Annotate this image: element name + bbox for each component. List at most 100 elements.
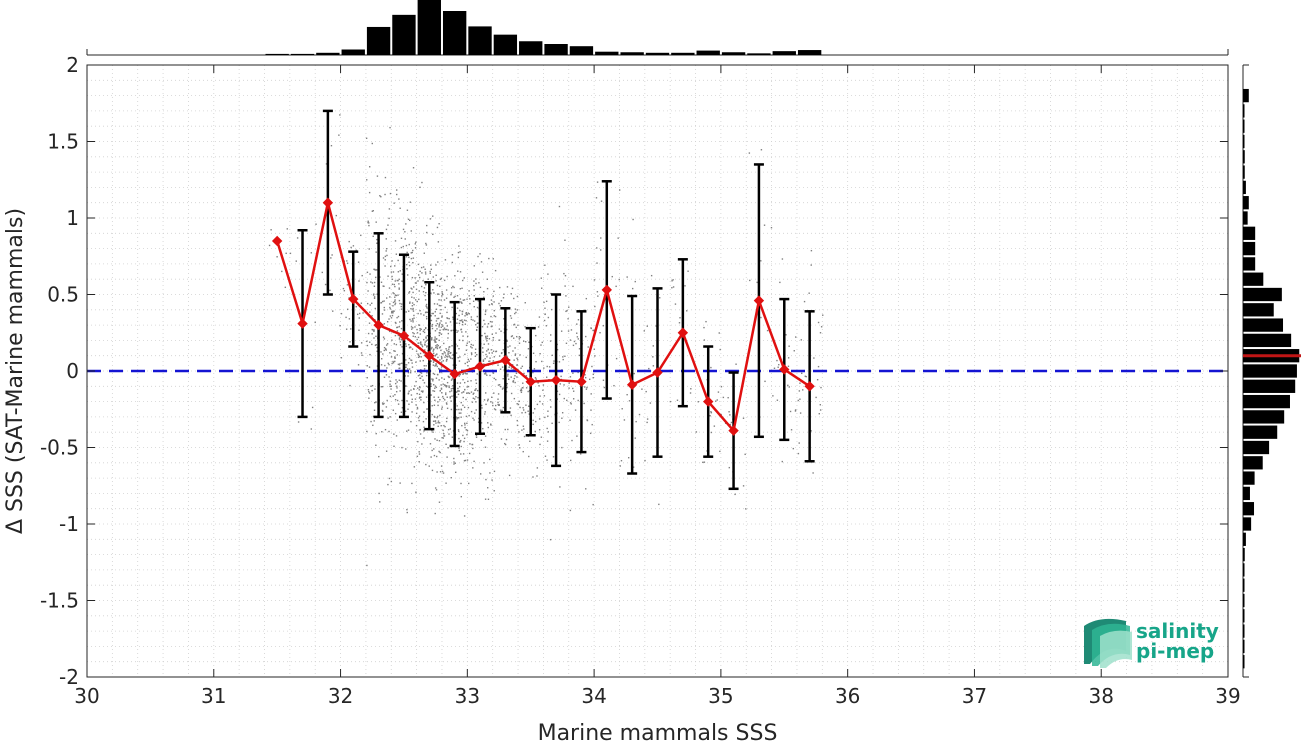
scatter-point xyxy=(459,440,461,443)
scatter-point xyxy=(443,351,445,353)
scatter-point xyxy=(486,487,489,489)
scatter-point xyxy=(366,302,369,305)
scatter-point xyxy=(819,404,821,406)
scatter-point xyxy=(497,364,499,366)
scatter-point xyxy=(456,418,458,420)
scatter-point xyxy=(457,356,459,359)
scatter-point xyxy=(391,283,394,285)
scatter-point xyxy=(448,433,450,435)
scatter-point xyxy=(455,364,457,366)
scatter-point xyxy=(440,308,442,311)
scatter-point xyxy=(453,463,455,465)
scatter-point xyxy=(448,350,450,353)
scatter-point xyxy=(480,473,482,475)
scatter-point xyxy=(646,418,649,420)
scatter-point xyxy=(561,446,563,449)
scatter-point xyxy=(484,498,487,500)
mean-marker xyxy=(652,367,663,378)
scatter-point xyxy=(366,564,368,567)
scatter-point xyxy=(445,289,448,291)
scatter-point xyxy=(433,390,436,392)
scatter-point xyxy=(519,447,521,449)
scatter-point xyxy=(459,298,462,300)
scatter-point xyxy=(514,353,517,355)
scatter-point xyxy=(440,299,442,301)
scatter-point xyxy=(374,307,377,310)
scatter-point xyxy=(439,329,441,331)
scatter-point xyxy=(534,430,536,433)
scatter-point xyxy=(459,382,462,384)
scatter-point xyxy=(463,406,466,409)
x-tick-label: 34 xyxy=(581,684,606,708)
scatter-point xyxy=(438,331,441,334)
scatter-point xyxy=(417,356,420,359)
scatter-point xyxy=(423,382,426,384)
scatter-point xyxy=(447,375,450,378)
scatter-point xyxy=(446,407,449,410)
scatter-point xyxy=(575,342,577,345)
right-hist-bar xyxy=(1243,226,1256,240)
scatter-point xyxy=(566,309,568,312)
scatter-point xyxy=(414,243,417,245)
scatter-point xyxy=(446,396,448,398)
mean-marker xyxy=(449,368,460,380)
scatter-point xyxy=(491,352,493,354)
scatter-point xyxy=(652,356,654,358)
scatter-point xyxy=(445,420,448,423)
scatter-point xyxy=(411,305,414,307)
scatter-point xyxy=(585,488,587,490)
scatter-point xyxy=(467,358,469,361)
scatter-point xyxy=(486,340,488,342)
scatter-point xyxy=(430,292,432,294)
scatter-point xyxy=(314,321,316,324)
scatter-point xyxy=(458,412,461,414)
scatter-point xyxy=(770,226,773,229)
scatter-point xyxy=(453,457,455,460)
scatter-point xyxy=(366,365,368,367)
scatter-point xyxy=(330,257,332,259)
y-tick-label: 1.5 xyxy=(47,130,79,154)
scatter-point xyxy=(416,338,418,341)
scatter-point xyxy=(461,310,464,313)
scatter-point xyxy=(389,192,392,195)
scatter-point xyxy=(372,329,374,331)
scatter-point xyxy=(440,387,443,389)
scatter-point xyxy=(631,287,634,290)
scatter-point xyxy=(822,314,824,316)
scatter-point xyxy=(798,390,801,392)
scatter-point xyxy=(461,279,464,282)
scatter-point xyxy=(410,320,412,322)
scatter-point xyxy=(445,443,447,445)
scatter-point xyxy=(487,343,490,345)
scatter-point xyxy=(710,431,713,434)
scatter-point xyxy=(432,380,434,382)
scatter-point xyxy=(469,302,471,305)
scatter-point xyxy=(431,346,433,349)
scatter-point xyxy=(454,275,456,277)
scatter-point xyxy=(406,508,408,511)
scatter-point xyxy=(485,338,487,340)
scatter-point xyxy=(799,398,801,400)
scatter-point xyxy=(597,295,599,297)
mean-marker xyxy=(550,374,562,386)
scatter-point xyxy=(729,414,731,416)
scatter-point xyxy=(439,371,441,374)
scatter-point xyxy=(444,328,447,331)
scatter-point xyxy=(425,463,427,466)
scatter-point xyxy=(444,352,446,354)
scatter-point xyxy=(472,417,474,419)
scatter-point xyxy=(400,339,403,341)
scatter-point xyxy=(406,400,408,402)
scatter-point xyxy=(411,296,413,298)
scatter-point xyxy=(799,412,802,414)
scatter-point xyxy=(388,477,391,480)
scatter-point xyxy=(394,300,396,303)
scatter-point xyxy=(585,297,588,300)
scatter-point xyxy=(371,142,373,145)
scatter-point xyxy=(572,398,575,400)
scatter-point xyxy=(348,318,351,320)
scatter-point xyxy=(470,352,473,354)
scatter-point xyxy=(498,404,500,406)
scatter-point xyxy=(497,401,499,404)
scatter-point xyxy=(443,327,446,329)
